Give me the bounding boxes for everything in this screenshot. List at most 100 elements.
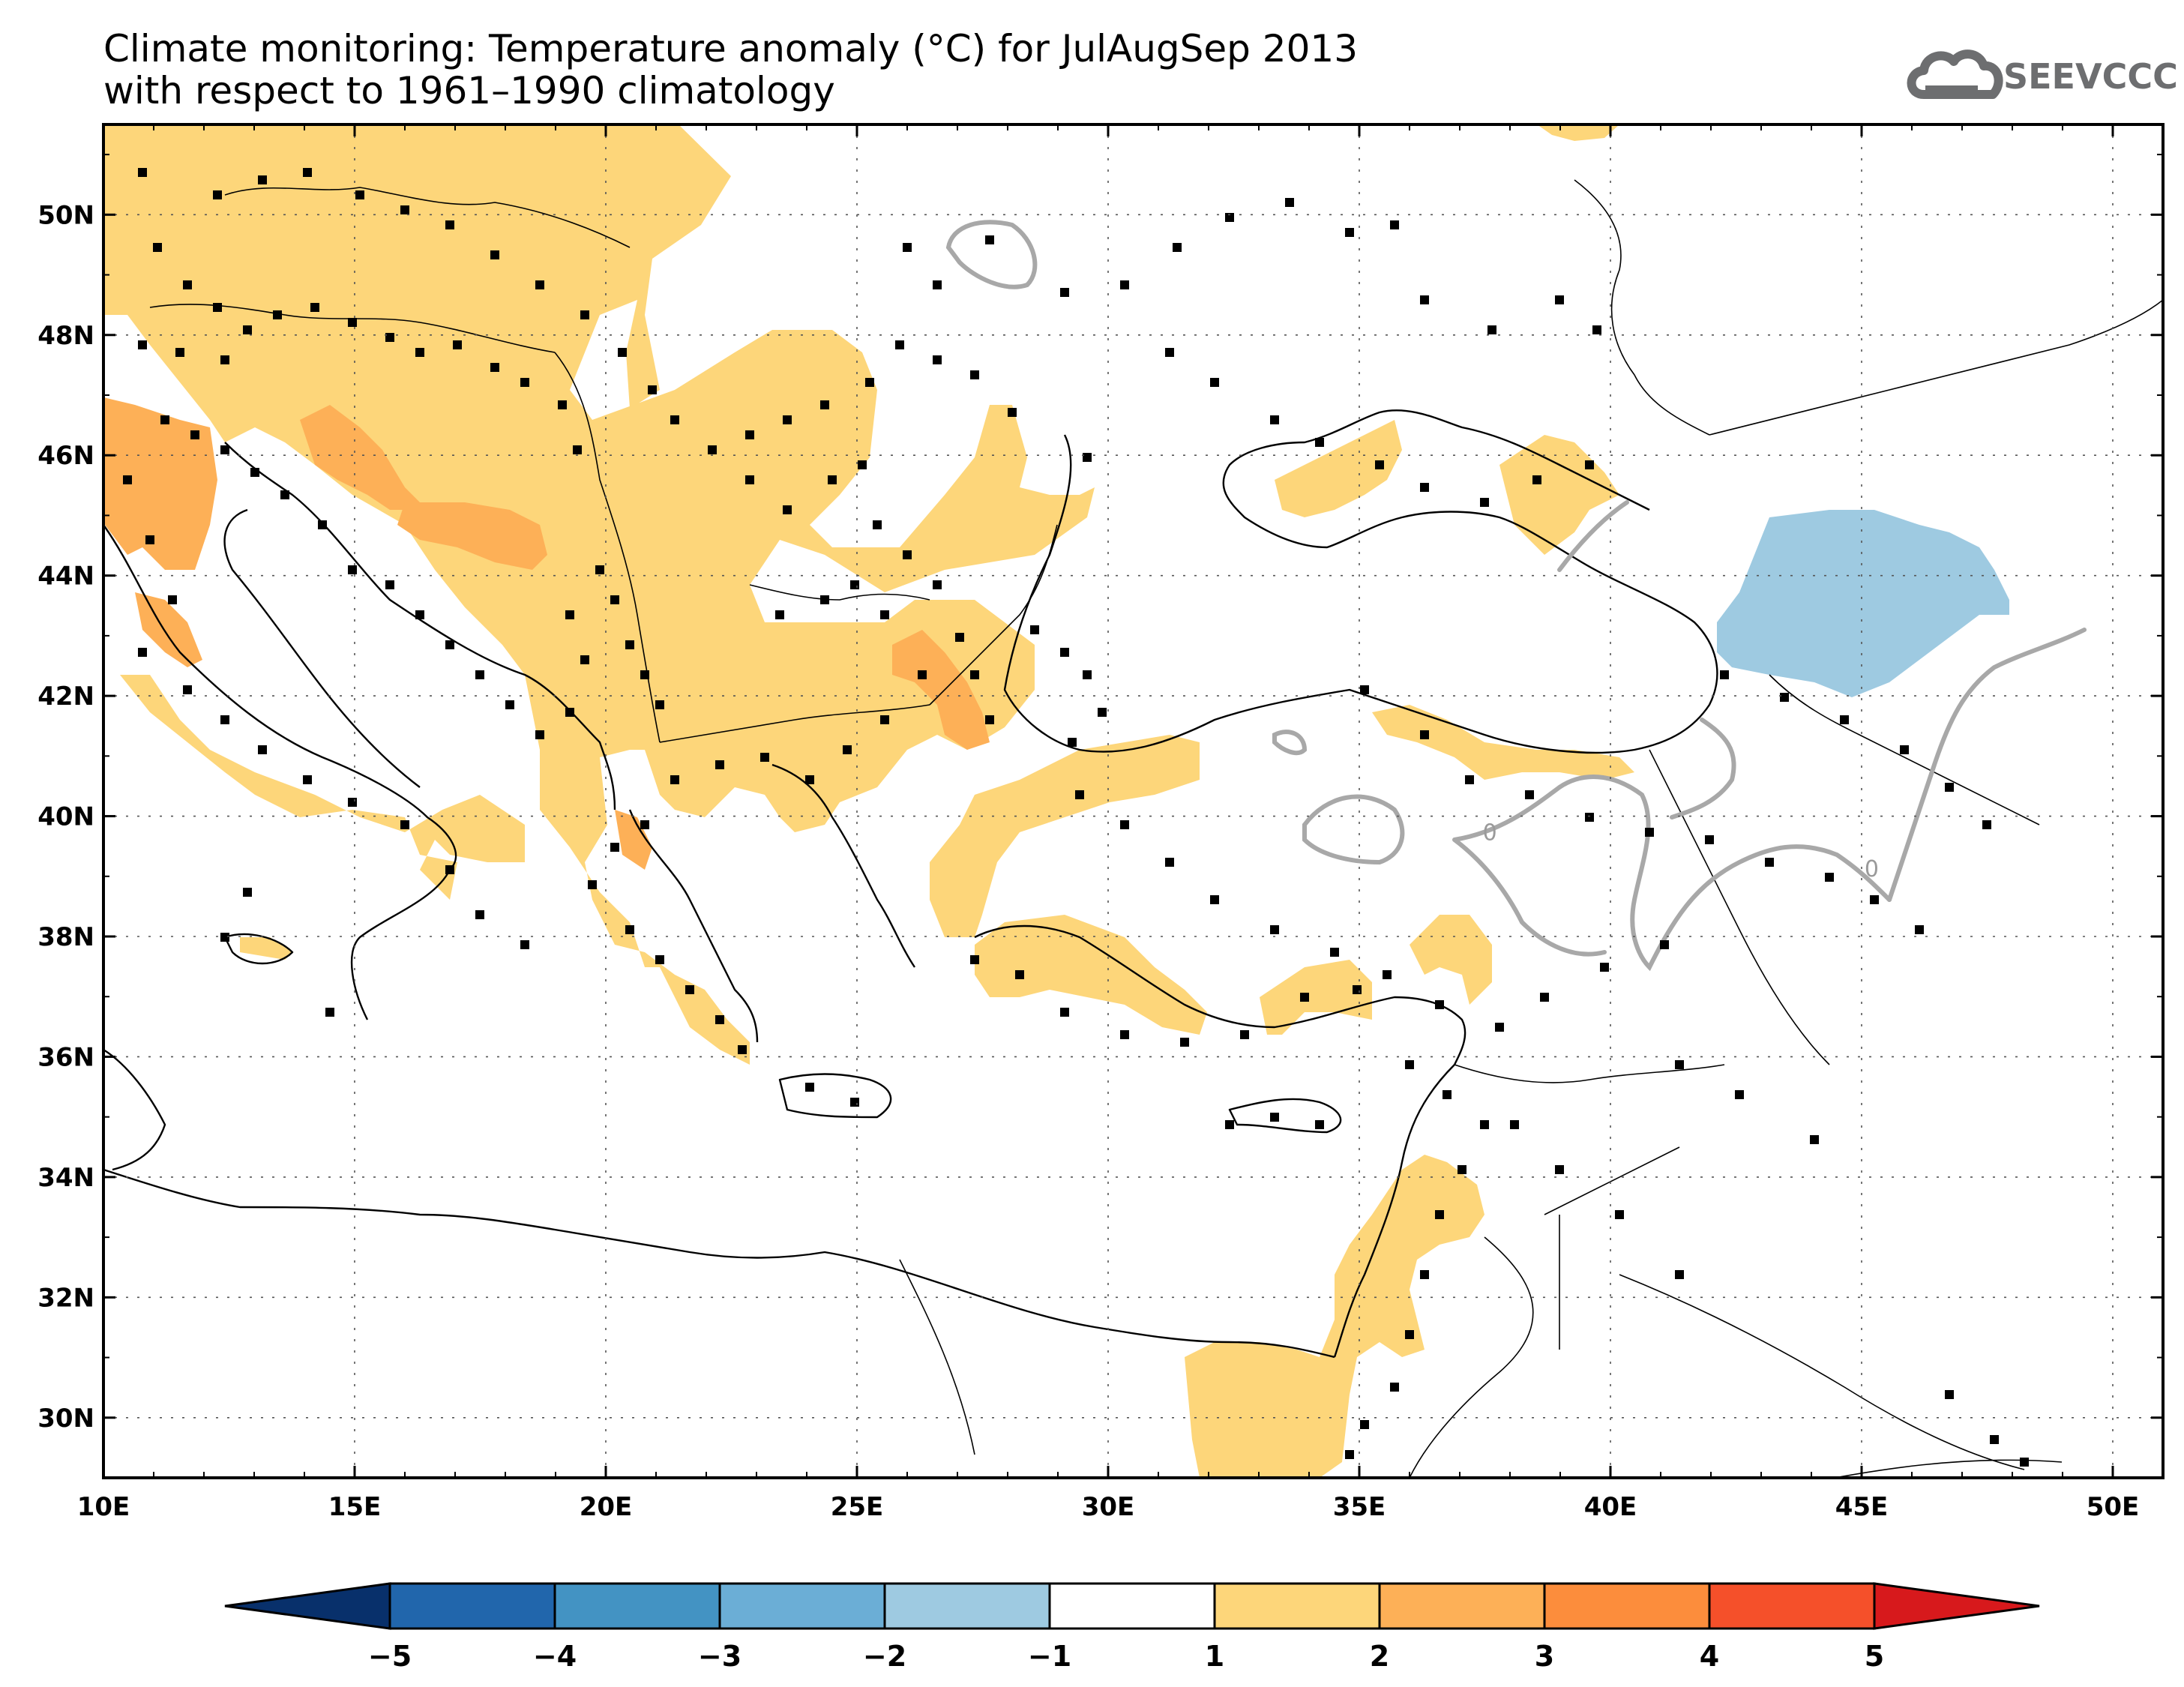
station-marker	[1083, 453, 1092, 462]
station-marker	[715, 1015, 724, 1024]
station-marker	[1315, 1120, 1324, 1129]
station-marker	[138, 168, 147, 177]
station-marker	[1225, 1120, 1234, 1129]
station-marker	[820, 400, 829, 409]
x-tick-label: 40E	[1584, 1492, 1637, 1522]
colorbar-box	[553, 1582, 721, 1630]
station-marker	[1180, 1038, 1189, 1047]
station-marker	[1480, 498, 1489, 507]
station-marker	[933, 580, 942, 589]
station-marker	[1345, 1450, 1354, 1459]
station-marker	[715, 760, 724, 769]
station-marker	[745, 475, 754, 484]
station-marker	[1120, 820, 1129, 829]
x-tick-label: 20E	[580, 1492, 633, 1522]
station-marker	[655, 955, 664, 964]
station-marker	[1870, 895, 1879, 904]
station-marker	[2020, 1458, 2029, 1467]
station-marker	[805, 775, 814, 784]
x-axis: 10E 15E 20E 25E 30E 35E 40E 45E 50E	[77, 124, 2139, 1522]
station-marker	[1068, 738, 1077, 747]
station-marker	[175, 348, 184, 357]
station-marker	[250, 468, 259, 477]
y-axis: 50N 48N 46N 44N 42N 40N 38N 36N 34N 32N 30N	[37, 154, 2163, 1479]
colorbar-box	[1048, 1582, 1216, 1630]
station-marker	[1120, 280, 1129, 289]
station-marker	[783, 505, 792, 514]
station-marker	[843, 745, 852, 754]
station-marker	[625, 640, 634, 649]
colorbar-label: 2	[1370, 1640, 1389, 1673]
station-marker	[1585, 813, 1594, 822]
station-marker	[535, 730, 544, 739]
station-marker	[325, 1008, 334, 1017]
y-tick-label: 40N	[37, 802, 94, 832]
station-marker	[475, 910, 484, 919]
station-marker	[168, 595, 177, 604]
colorbar-box	[1378, 1582, 1546, 1630]
station-marker	[243, 888, 252, 897]
station-marker	[1443, 1090, 1452, 1099]
station-marker	[475, 670, 484, 679]
station-marker	[183, 685, 192, 694]
colorbar-arrow-low	[224, 1582, 391, 1630]
station-marker	[1645, 828, 1654, 837]
station-marker	[618, 348, 627, 357]
station-marker	[670, 415, 679, 424]
y-tick-label: 44N	[37, 562, 94, 592]
station-marker	[580, 655, 589, 664]
station-marker	[625, 925, 634, 934]
station-marker	[1375, 460, 1384, 469]
station-marker	[415, 610, 424, 619]
station-marker	[1240, 1030, 1249, 1039]
station-marker	[970, 370, 979, 379]
station-marker	[1420, 1270, 1429, 1279]
station-marker	[970, 670, 979, 679]
coastlines	[103, 409, 1718, 1359]
station-marker	[243, 325, 252, 334]
station-marker	[1487, 325, 1496, 334]
station-marker	[145, 535, 154, 544]
station-marker	[1435, 1000, 1444, 1009]
station-marker	[1083, 670, 1092, 679]
station-marker	[775, 610, 784, 619]
station-marker	[1315, 438, 1324, 447]
station-marker	[385, 333, 394, 342]
station-marker	[708, 445, 717, 454]
station-marker	[1982, 820, 1991, 829]
colorbar-label: −5	[368, 1640, 412, 1673]
station-marker	[1285, 198, 1294, 207]
contour-labels: 00	[1483, 820, 1879, 882]
y-tick-label: 30N	[37, 1404, 94, 1434]
station-marker	[685, 985, 694, 994]
colorbar-box	[388, 1582, 556, 1630]
contour-label: 0	[1865, 856, 1879, 882]
station-marker	[1420, 483, 1429, 492]
station-marker	[1383, 970, 1392, 979]
station-marker	[310, 303, 319, 312]
station-marker	[303, 775, 312, 784]
station-marker	[1390, 220, 1399, 229]
station-marker	[1510, 1120, 1519, 1129]
station-marker	[580, 310, 589, 319]
station-marker	[303, 168, 312, 177]
station-marker	[858, 460, 867, 469]
station-marker	[880, 610, 889, 619]
anomaly-field-2-3	[103, 397, 990, 870]
station-marker	[1915, 925, 1924, 934]
station-marker	[655, 700, 664, 709]
colorbar-label: 4	[1700, 1640, 1719, 1673]
station-marker	[505, 700, 514, 709]
station-marker	[1840, 715, 1849, 724]
station-marker	[415, 348, 424, 357]
station-marker	[490, 363, 499, 372]
station-marker	[1592, 325, 1601, 334]
x-tick-label: 10E	[77, 1492, 130, 1522]
station-marker	[1353, 985, 1362, 994]
station-marker	[1900, 745, 1909, 754]
station-marker	[1173, 243, 1182, 252]
station-marker	[985, 715, 994, 724]
station-marker	[1015, 970, 1024, 979]
station-marker	[955, 633, 964, 642]
